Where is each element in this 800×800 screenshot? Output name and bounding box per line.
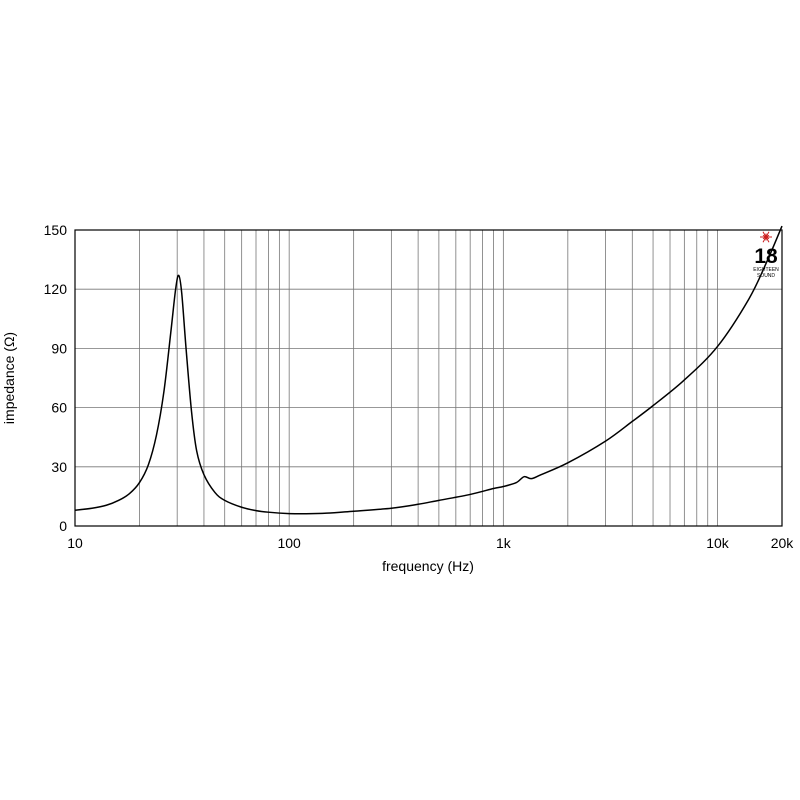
y-tick-labels: 0 30 60 90 120 150 [44, 222, 68, 534]
x-tick-label: 20k [771, 535, 795, 551]
star-ray [762, 234, 770, 240]
y-tick-label: 90 [51, 340, 67, 356]
plot-frame [74, 229, 783, 527]
x-tick-labels: 10 100 1k 10k 20k [67, 535, 794, 551]
x-tick-label: 100 [277, 535, 301, 551]
series-line-0 [74, 225, 783, 515]
y-tick-label: 60 [51, 400, 67, 416]
logo-line-2: SOUND [757, 273, 775, 279]
x-tick-label: 1k [496, 535, 512, 551]
logo-line-1: EIGHTEEN [753, 267, 779, 273]
y-tick-label: 150 [44, 222, 68, 238]
logo-number: 18 [754, 245, 778, 268]
x-tick-label: 10 [67, 535, 83, 551]
star-icon [760, 231, 772, 243]
y-tick-label: 0 [59, 518, 67, 534]
y-tick-label: 30 [51, 459, 67, 475]
y-tick-label: 120 [44, 281, 68, 297]
series-layer [74, 225, 783, 515]
x-axis-title: frequency (Hz) [382, 558, 474, 574]
gridlines [75, 230, 782, 526]
x-tick-label: 10k [706, 535, 730, 551]
y-axis-title: impedance (Ω) [1, 332, 17, 424]
brand-logo: 18 EIGHTEEN SOUND [753, 231, 779, 279]
